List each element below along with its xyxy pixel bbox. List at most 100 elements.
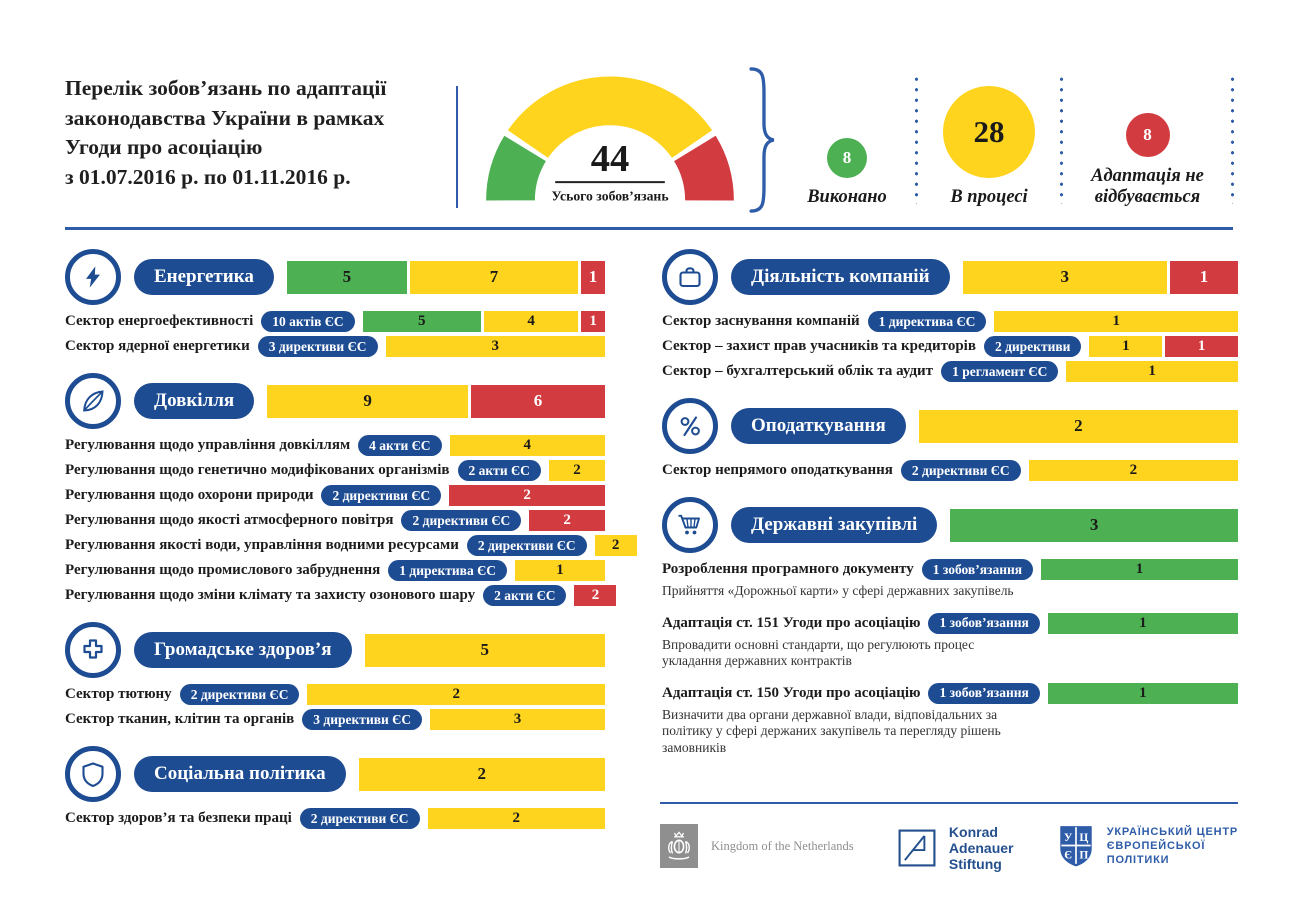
ucep-line: ЄВРОПЕЙСЬКОЇ (1106, 840, 1206, 852)
data-row-line: Сектор тютюну 2 директиви ЄС 2 (65, 684, 605, 705)
data-row: Адаптація ст. 150 Угоди про асоціацію 1 з… (662, 682, 1238, 757)
gauge-total-label: Усього зобов’язань (551, 188, 668, 203)
title-line: Перелік зобов’язань по адаптації (65, 76, 387, 100)
data-row-line: Регулювання якості води, управління водн… (65, 535, 637, 556)
ucep-shield-icon: У Ц Є П (1060, 826, 1092, 867)
bar-segment-not-started: 1 (1169, 260, 1239, 294)
eu-acts-badge: 2 директиви ЄС (179, 684, 300, 705)
kas-logo-text: Konrad Adenauer Stiftung (949, 824, 1014, 872)
data-row-line: Адаптація ст. 150 Угоди про асоціацію 1 з… (662, 682, 1238, 704)
bar-segment-completed: 1 (1047, 682, 1238, 704)
stat-not-started: 8 Адаптація не відбувається (1066, 72, 1229, 208)
data-row-line: Регулювання щодо зміни клімату та захист… (65, 585, 617, 606)
section-header: Енергетика 5 7 1 (65, 248, 605, 306)
shield-icon (65, 746, 121, 802)
bar-segment-in-progress: 2 (1028, 460, 1238, 481)
section-header: Державні закупівлі 3 (662, 496, 1238, 554)
bar-segment-in-progress: 3 (430, 709, 605, 730)
cross-icon (65, 622, 121, 678)
dotted-separator (915, 74, 918, 204)
section-title-pill: Оподаткування (731, 408, 906, 444)
data-row: Сектор заснування компаній 1 директива ЄС… (662, 311, 1238, 332)
left-column: Енергетика 5 7 1 Сектор енергоефективності 10… (65, 248, 637, 844)
eu-acts-badge: 2 директиви (983, 336, 1082, 357)
data-row-line: Регулювання щодо промислового забрудненн… (65, 560, 605, 581)
bar-segment-in-progress: 7 (409, 260, 578, 294)
bar-segment-completed: 1 (1041, 559, 1238, 580)
data-row-line: Регулювання щодо генетично модифікованих… (65, 460, 605, 481)
total-gauge: 44 Усього зобов’язань (478, 70, 742, 208)
row-note: Впровадити основні стандарти, що регулюю… (662, 636, 975, 669)
data-row: Адаптація ст. 151 Угоди про асоціацію 1 з… (662, 612, 1238, 670)
data-row: Регулювання щодо якості атмосферного пов… (65, 510, 605, 531)
section-1: Довкілля 9 6 Регулювання щодо управління до… (65, 372, 637, 606)
data-row: Сектор ядерної енергетики 3 директиви ЄС 3 (65, 336, 605, 357)
bar-segment-not-started: 2 (449, 485, 605, 506)
bar-segment-in-progress: 2 (427, 808, 605, 829)
bar-segment-in-progress: 2 (594, 535, 637, 556)
bar-segment-in-progress: 4 (483, 311, 579, 332)
data-row: Регулювання щодо промислового забрудненн… (65, 560, 605, 581)
bar-segment-in-progress: 1 (1089, 336, 1163, 357)
data-row-line: Сектор заснування компаній 1 директива ЄС… (662, 311, 1238, 332)
ucep-line: ПОЛІТИКИ (1106, 854, 1170, 866)
bar-segment-in-progress: 9 (267, 384, 469, 418)
title-line: Угоди про асоціацію (65, 135, 263, 159)
bar-segment-not-started: 1 (1165, 336, 1238, 357)
data-row: Регулювання щодо охорони природи 2 директ… (65, 485, 605, 506)
data-row-line: Сектор тканин, клітин та органів 3 директ… (65, 709, 605, 730)
kas-logo-icon (898, 829, 936, 867)
bar-segment-not-started: 1 (580, 260, 605, 294)
stacked-bar: 4 (449, 435, 605, 456)
bar-segment-in-progress: 1 (994, 311, 1238, 332)
row-label: Сектор – бухгалтерський облік та аудит (662, 363, 934, 379)
bar-segment-in-progress: 2 (918, 409, 1238, 443)
ucep-line: УКРАЇНСЬКИЙ ЦЕНТР (1106, 826, 1238, 838)
cart-icon (662, 497, 718, 553)
data-row-line: Адаптація ст. 151 Угоди про асоціацію 1 з… (662, 612, 1238, 634)
bar-segment-not-started: 2 (574, 585, 617, 606)
eu-acts-badge: 1 регламент ЄС (941, 361, 1059, 382)
bar-segment-in-progress: 1 (514, 560, 605, 581)
page-title: Перелік зобов’язань по адаптації законод… (65, 74, 465, 192)
bar-segment-in-progress: 3 (962, 260, 1167, 294)
row-label: Регулювання якості води, управління водн… (65, 537, 459, 553)
netherlands-coat-of-arms-icon (660, 824, 698, 868)
data-row-line: Регулювання щодо охорони природи 2 директ… (65, 485, 605, 506)
stacked-bar: 2 (358, 757, 605, 791)
ucep-logo-text: УКРАЇНСЬКИЙ ЦЕНТР ЄВРОПЕЙСЬКОЇ ПОЛІТИКИ (1107, 825, 1238, 867)
stat-in-progress-label: В процесі (950, 187, 1028, 207)
kas-line: Adenauer (948, 840, 1014, 856)
row-label: Сектор заснування компаній (662, 313, 860, 329)
header-rule (65, 227, 1233, 230)
row-note: Визначити два органи державної влади, ві… (662, 706, 1001, 755)
stacked-bar: 2 (574, 585, 617, 606)
data-row: Регулювання щодо генетично модифікованих… (65, 460, 605, 481)
stacked-bar: 2 (594, 535, 637, 556)
data-row: Регулювання щодо управління довкіллям 4 а… (65, 435, 605, 456)
percent-icon (662, 398, 718, 454)
eu-acts-badge: 1 зобов’язання (921, 559, 1034, 580)
data-row: Розроблення програмного документу 1 зобов… (662, 559, 1238, 600)
stat-not-started-label: Адаптація не відбувається (1091, 166, 1204, 207)
stacked-bar: 2 (449, 485, 605, 506)
data-row-line: Сектор енергоефективності 10 актів ЄС 5 4 1 (65, 311, 605, 332)
stacked-bar: 5 (364, 633, 605, 667)
data-row-line: Сектор здоров’я та безпеки праці 2 директ… (65, 808, 605, 829)
row-label: Адаптація ст. 150 Угоди про асоціацію (662, 684, 921, 701)
bar-segment-completed: 5 (286, 260, 407, 294)
kas-line: Stiftung (948, 856, 1002, 872)
bar-segment-in-progress: 1 (1066, 361, 1238, 382)
leaf-icon (65, 373, 121, 429)
kas-logo-group: Konrad Adenauer Stiftung (898, 824, 1014, 872)
eu-acts-badge: 1 зобов’язання (928, 682, 1040, 704)
eu-acts-badge: 3 директиви ЄС (302, 709, 423, 730)
briefcase-icon (662, 249, 718, 305)
dotted-separator (1060, 74, 1063, 204)
dotted-separator (1231, 74, 1234, 204)
eu-acts-badge: 10 актів ЄС (261, 311, 355, 332)
svg-text:П: П (1079, 850, 1088, 862)
bar-segment-not-started: 6 (471, 384, 605, 418)
